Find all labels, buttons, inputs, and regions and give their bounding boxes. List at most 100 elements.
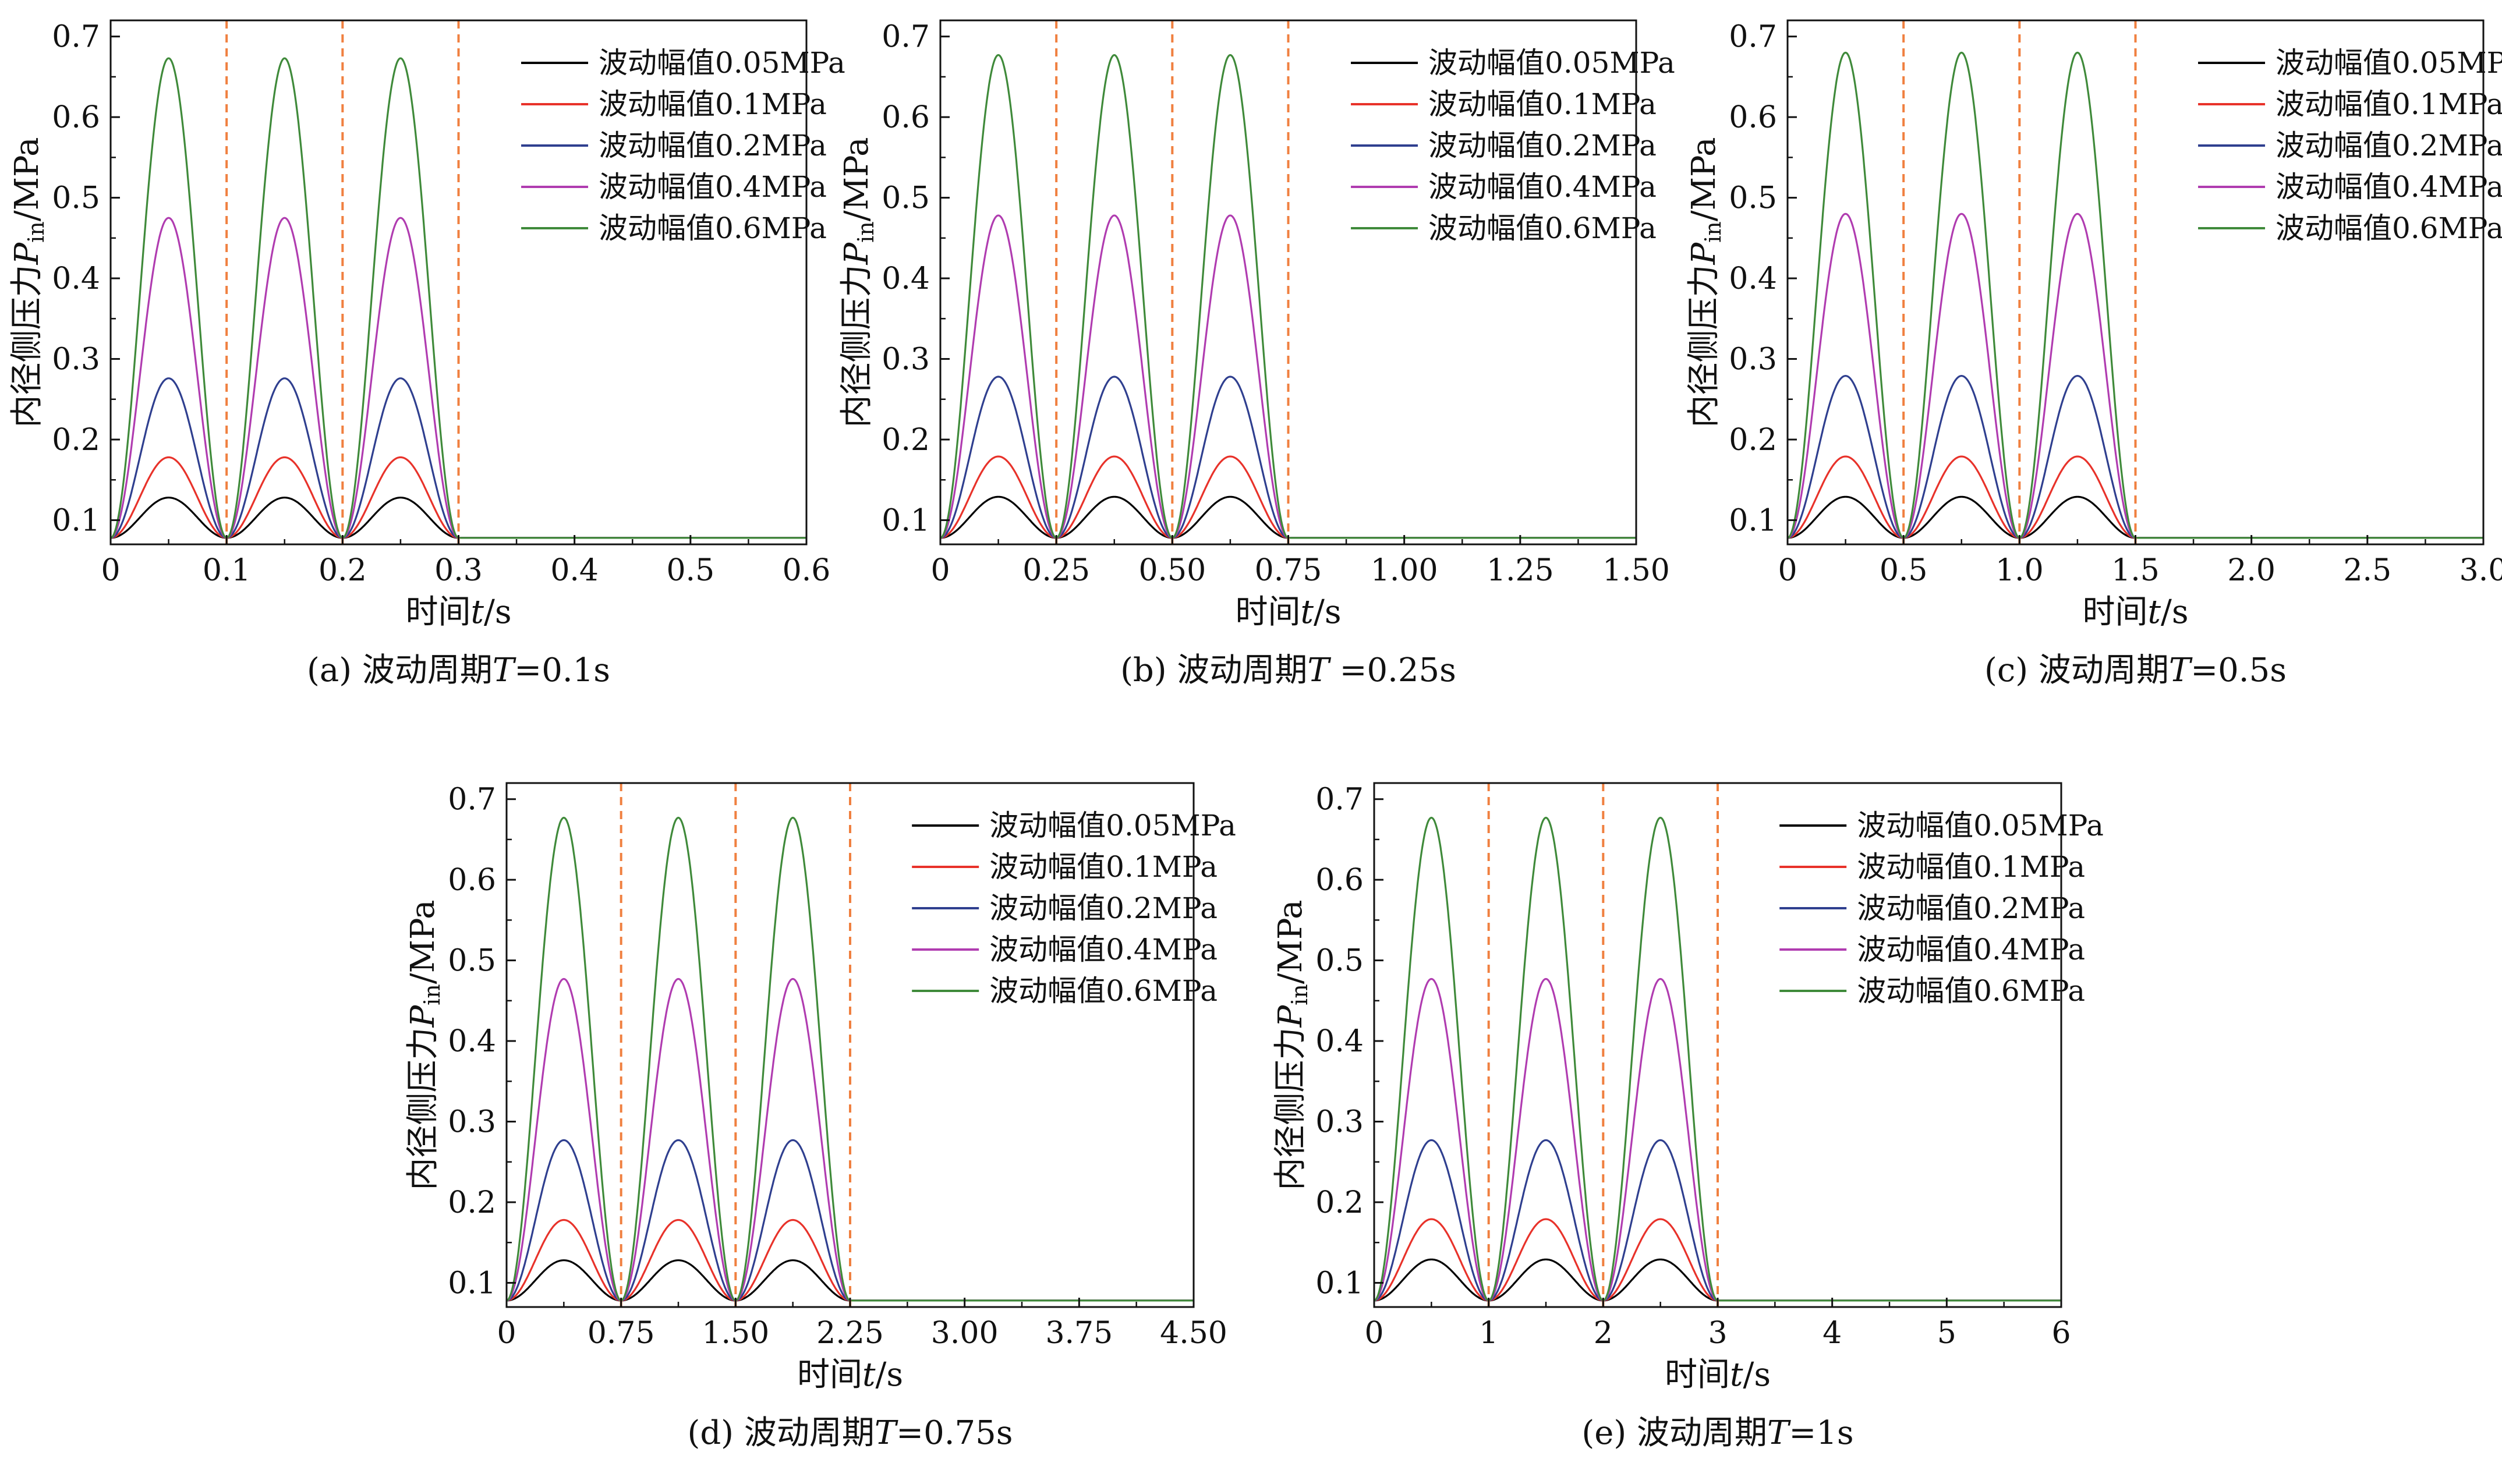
series-line-2 [111, 377, 806, 539]
y-tick-label: 0.2 [1315, 1185, 1364, 1220]
series-line-4 [506, 816, 1194, 1302]
legend-label-1: 波动幅值0.1MPa [599, 87, 827, 121]
series-line-0 [1374, 1258, 2061, 1302]
series-line-0 [1788, 495, 2483, 539]
series-line-1 [940, 455, 1636, 539]
panel-a: 0 0.1 0.2 0.3 0.4 0.5 0.60.10.20.30.40.50.60.7… [8, 19, 845, 689]
series-line-3 [940, 214, 1636, 539]
x-tick-label: 0.75 [1255, 553, 1322, 588]
legend-label-0: 波动幅值0.05MPa [599, 46, 845, 80]
y-tick-label: 0.6 [448, 863, 496, 898]
x-tick-label: 3.0 [2459, 553, 2502, 588]
panel-caption: (a) 波动周期T=0.1s [307, 651, 610, 689]
y-tick-label: 0.3 [1729, 342, 1777, 377]
x-tick-label: 1.50 [1602, 553, 1670, 588]
y-tick-label: 0.5 [882, 181, 930, 216]
x-tick-label: 0 [1778, 553, 1797, 588]
x-tick-label: 3.00 [931, 1316, 999, 1351]
y-tick-label: 0.7 [52, 20, 100, 55]
y-axis-title: 内径侧压力Pin/MPa [404, 899, 445, 1190]
y-tick-label: 0.4 [1315, 1024, 1364, 1059]
x-tick-label: 0.25 [1022, 553, 1090, 588]
x-tick-label: 2 [1594, 1316, 1613, 1351]
x-tick-label: 0 [1364, 1316, 1383, 1351]
legend-label-4: 波动幅值0.6MPa [1857, 974, 2085, 1008]
y-tick-label: 0.4 [1729, 261, 1777, 296]
series-line-3 [1374, 977, 2061, 1302]
x-tick-label: 2.0 [2227, 553, 2275, 588]
series-line-1 [1374, 1218, 2061, 1302]
series-line-2 [1374, 1139, 2061, 1302]
x-tick-label: 4 [1822, 1316, 1842, 1351]
y-tick-label: 0.1 [448, 1266, 496, 1301]
x-axis-title: 时间t/s [2082, 593, 2188, 631]
y-tick-label: 0.2 [882, 423, 930, 458]
panel-b: 0 0.25 0.50 0.75 1.00 1.25 1.50 0.1 0.2 0.3 0.4 0.5… [838, 19, 1675, 689]
legend-label-2: 波动幅值0.2MPa [2275, 129, 2502, 162]
series-line-2 [940, 376, 1636, 539]
y-tick-label: 0.5 [448, 944, 496, 979]
x-tick-label: 0.4 [550, 553, 599, 588]
legend-label-4: 波动幅值0.6MPa [2275, 211, 2502, 245]
legend-label-3: 波动幅值0.4MPa [1428, 170, 1657, 204]
y-tick-label: 0.6 [882, 100, 930, 135]
y-tick-label: 0.2 [52, 423, 100, 458]
y-tick-label: 0.7 [448, 782, 496, 817]
panel-e: 0 1 2 3 4 5 6 0.1 0.2 0.3 0.4 0.5 0.6 0.7 时间t/s 内径侧压力Pi… [1272, 782, 2104, 1452]
series-line-4 [110, 57, 806, 539]
x-axis-title: 时间t/s [1235, 593, 1341, 631]
legend-label-1: 波动幅值0.1MPa [989, 850, 1218, 884]
series-line-2 [1788, 374, 2483, 539]
legend-label-1: 波动幅值0.1MPa [2275, 87, 2502, 121]
x-tick-label: 0.50 [1138, 553, 1206, 588]
series-line-1 [111, 456, 806, 539]
series-line-0 [111, 497, 806, 539]
x-tick-label: 0 [497, 1316, 516, 1351]
y-tick-label: 0.5 [52, 181, 100, 216]
x-axis-title: 时间t/s [1665, 1356, 1771, 1394]
x-tick-label: 0.2 [318, 553, 367, 588]
x-tick-label: 0.5 [1880, 553, 1928, 588]
y-axis-title: 内径侧压力Pin/MPa [1685, 137, 1726, 427]
panel-caption: (d) 波动周期T=0.75s [687, 1414, 1013, 1452]
legend-label-3: 波动幅值0.4MPa [989, 933, 1218, 966]
x-tick-label: 1.50 [702, 1316, 769, 1351]
y-tick-label: 0.3 [52, 342, 100, 377]
series-line-4 [1787, 51, 2483, 539]
series-line-2 [507, 1139, 1194, 1302]
y-tick-label: 0.6 [1729, 100, 1777, 135]
x-tick-label: 0.3 [434, 553, 483, 588]
x-tick-label: 0.1 [203, 553, 251, 588]
series-line-3 [506, 977, 1194, 1302]
x-tick-label: 0.6 [783, 553, 831, 588]
x-axis-title: 时间t/s [405, 593, 511, 631]
series-line-1 [1788, 455, 2483, 539]
y-tick-label: 0.4 [448, 1024, 496, 1059]
y-tick-label: 0.1 [882, 503, 930, 538]
series-line-4 [1374, 816, 2061, 1302]
x-tick-label: 0 [101, 553, 120, 588]
legend-label-3: 波动幅值0.4MPa [2275, 170, 2502, 204]
series-line-1 [507, 1219, 1194, 1302]
y-tick-label: 0.4 [52, 261, 100, 296]
y-tick-label: 0.4 [882, 261, 930, 296]
x-tick-label: 1.0 [1995, 553, 2044, 588]
legend-label-0: 波动幅值0.05MPa [1857, 809, 2104, 842]
y-tick-label: 0.2 [1729, 423, 1777, 458]
legend-label-4: 波动幅值0.6MPa [989, 974, 1218, 1008]
y-tick-label: 0.1 [1729, 503, 1777, 538]
y-axis-title: 内径侧压力Pin/MPa [1272, 899, 1312, 1190]
series-line-3 [1787, 212, 2483, 539]
series-line-0 [940, 495, 1636, 539]
panel-caption: (c) 波动周期T=0.5s [1984, 651, 2287, 689]
y-tick-label: 0.3 [882, 342, 930, 377]
legend-label-0: 波动幅值0.05MPa [2275, 46, 2502, 80]
panel-c: 0 0.5 1.0 1.5 2.0 2.5 3.0 0.1 0.2 0.3 0.4 0.5 0.6 0.7… [1685, 19, 2502, 689]
x-tick-label: 2.5 [2343, 553, 2391, 588]
legend-label-3: 波动幅值0.4MPa [599, 170, 827, 204]
y-tick-label: 0.6 [1315, 863, 1364, 898]
series-line-4 [940, 54, 1636, 539]
x-tick-label: 3 [1708, 1316, 1727, 1351]
panel-caption: (b) 波动周期T =0.25s [1120, 651, 1456, 689]
legend-label-4: 波动幅值0.6MPa [1428, 211, 1657, 245]
